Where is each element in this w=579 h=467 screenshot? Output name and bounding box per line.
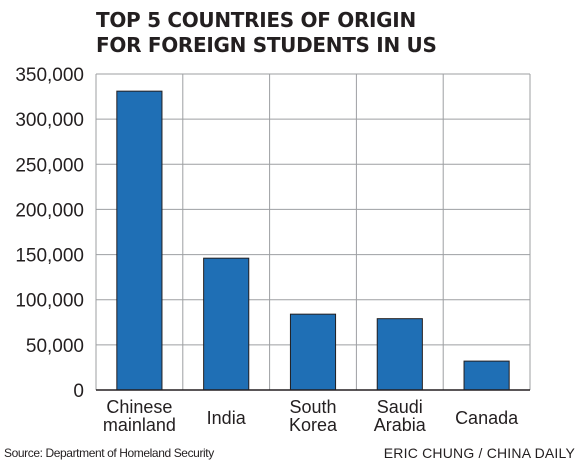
source-note: Source: Department of Homeland Security	[4, 446, 214, 460]
y-tick-label: 350,000	[15, 65, 84, 86]
x-tick-label: Chinese	[106, 397, 172, 417]
x-tick-label: Canada	[455, 408, 519, 428]
bar	[289, 313, 337, 391]
bar	[376, 318, 423, 391]
x-tick-label: India	[207, 408, 247, 428]
credit-line: ERIC CHUNG / CHINA DAILY	[383, 445, 575, 461]
bar	[203, 257, 250, 391]
y-tick-label: 200,000	[15, 200, 84, 221]
y-tick-label: 100,000	[15, 291, 84, 312]
chart-title: TOP 5 COUNTRIES OF ORIGIN FOR FOREIGN ST…	[96, 8, 437, 58]
y-tick-label: 250,000	[15, 155, 84, 176]
x-tick-label: mainland	[103, 415, 176, 435]
y-tick-label: 150,000	[15, 246, 84, 267]
y-tick-label: 300,000	[15, 110, 84, 131]
chart-title-line-1: TOP 5 COUNTRIES OF ORIGIN	[96, 8, 416, 32]
x-tick-label: Arabia	[374, 415, 427, 435]
x-tick-label: Korea	[289, 415, 338, 435]
y-tick-label: 50,000	[26, 336, 84, 357]
bar	[463, 360, 510, 391]
x-tick-label: South	[289, 397, 336, 417]
bar	[116, 90, 163, 391]
y-tick-label: 0	[73, 381, 84, 402]
x-tick-label: Saudi	[377, 397, 423, 417]
chart-title-line-2: FOR FOREIGN STUDENTS IN US	[96, 33, 437, 57]
